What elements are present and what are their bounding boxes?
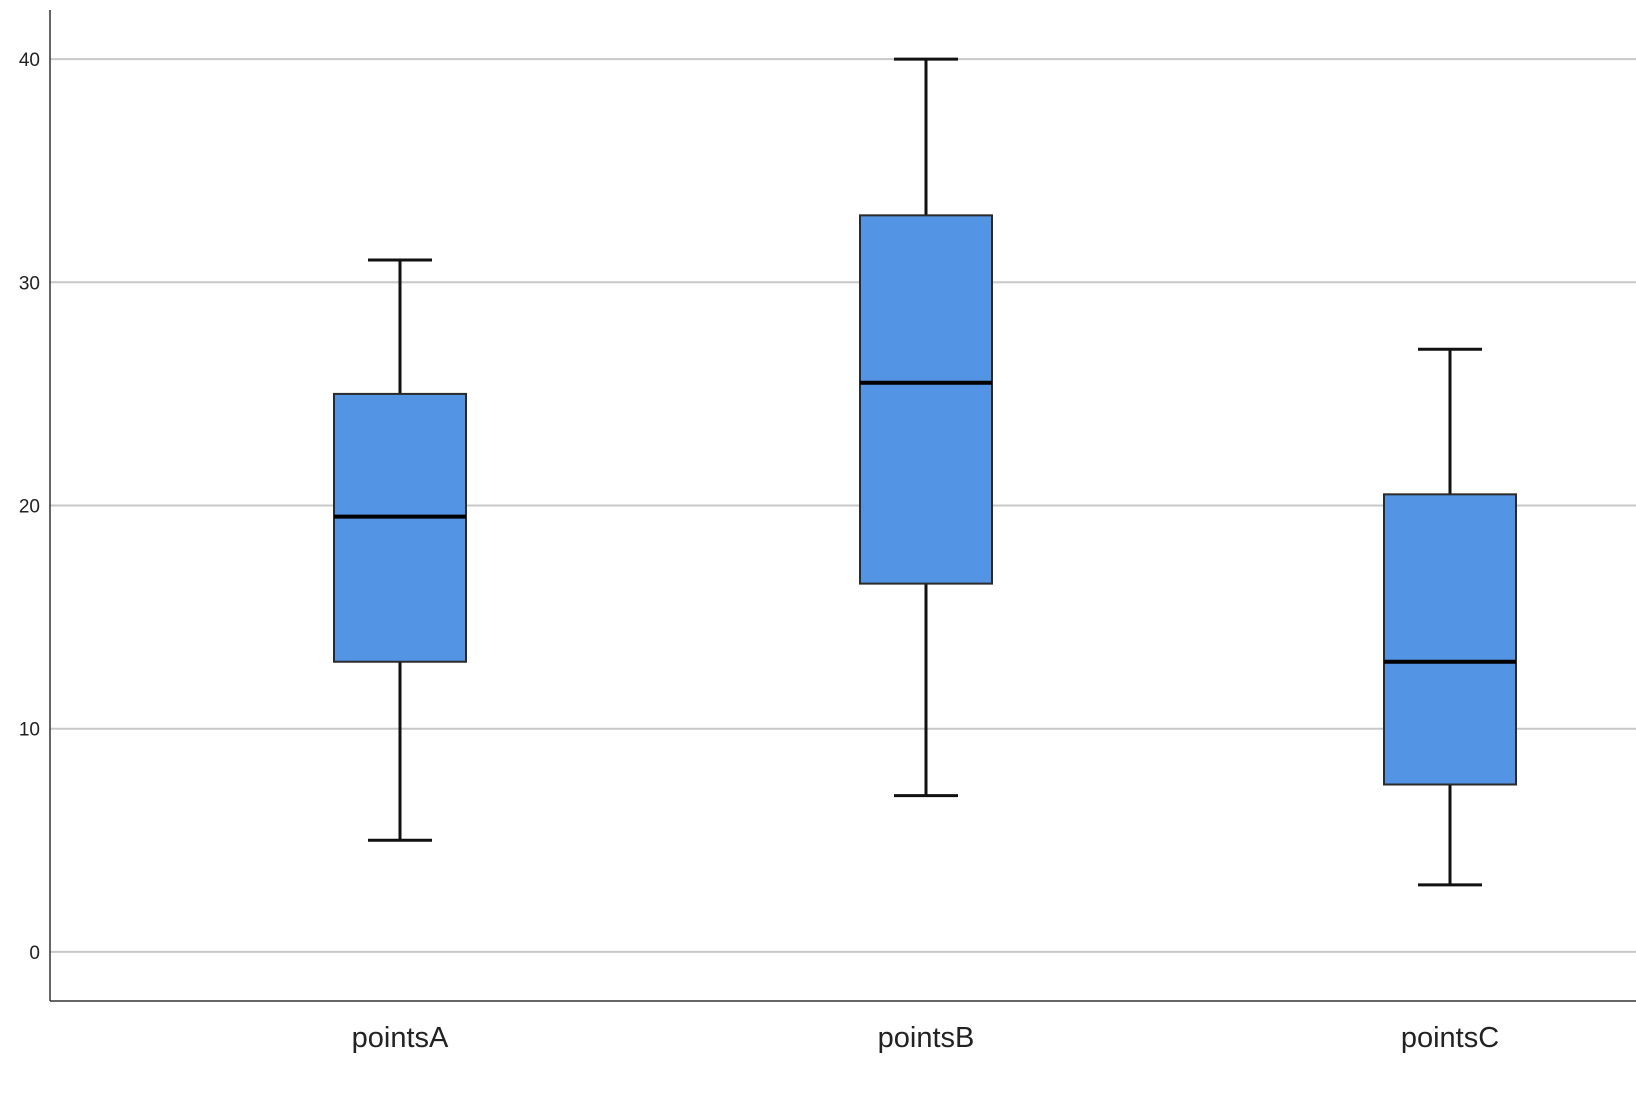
iqr-box <box>333 392 467 663</box>
y-tick-label: 0 <box>29 943 40 964</box>
box-pointsA <box>333 258 467 842</box>
iqr-box <box>1383 493 1517 786</box>
y-tick-label: 10 <box>19 720 40 741</box>
axes <box>49 10 1636 1002</box>
category-label: pointsB <box>878 1022 975 1054</box>
boxes <box>333 57 1517 887</box>
y-tick-label: 20 <box>19 497 40 518</box>
category-label: pointsC <box>1401 1022 1499 1054</box>
category-labels: pointsA pointsB pointsC <box>352 1022 1500 1054</box>
box-pointsC <box>1383 347 1517 887</box>
box-pointsB <box>859 57 993 798</box>
y-tick-label: 40 <box>19 50 40 71</box>
category-label: pointsA <box>352 1022 449 1054</box>
y-tick-labels: 0 10 20 30 40 <box>19 50 40 964</box>
iqr-box <box>859 214 993 585</box>
y-tick-label: 30 <box>19 273 40 294</box>
gridlines <box>50 58 1636 953</box>
